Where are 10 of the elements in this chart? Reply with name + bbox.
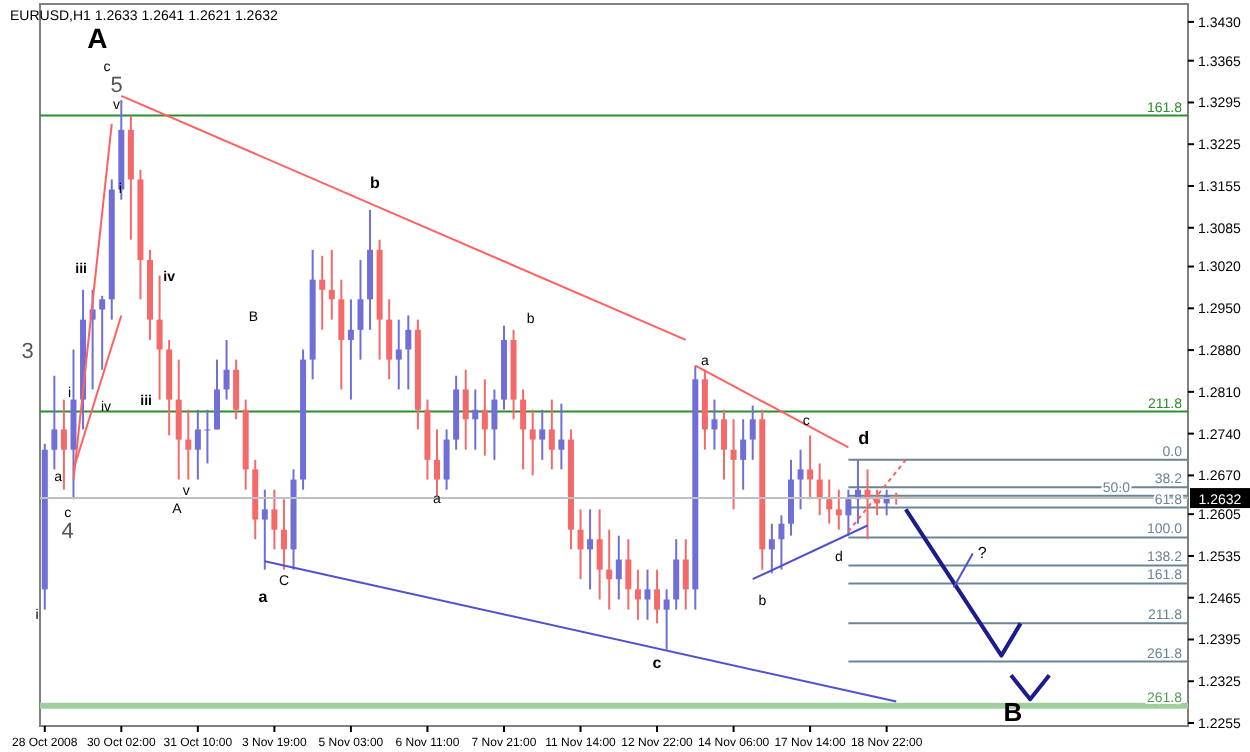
annotation: d xyxy=(858,428,870,449)
annotation: A xyxy=(87,21,108,54)
annotation: B xyxy=(1003,697,1023,728)
annotation: 5 xyxy=(110,73,123,98)
annotation: a xyxy=(258,587,269,606)
annotation: ? xyxy=(977,543,988,562)
annotation: b xyxy=(369,173,380,192)
annotation: 4 xyxy=(61,519,74,544)
annotation: c xyxy=(652,653,663,672)
text: 3 xyxy=(21,339,34,364)
